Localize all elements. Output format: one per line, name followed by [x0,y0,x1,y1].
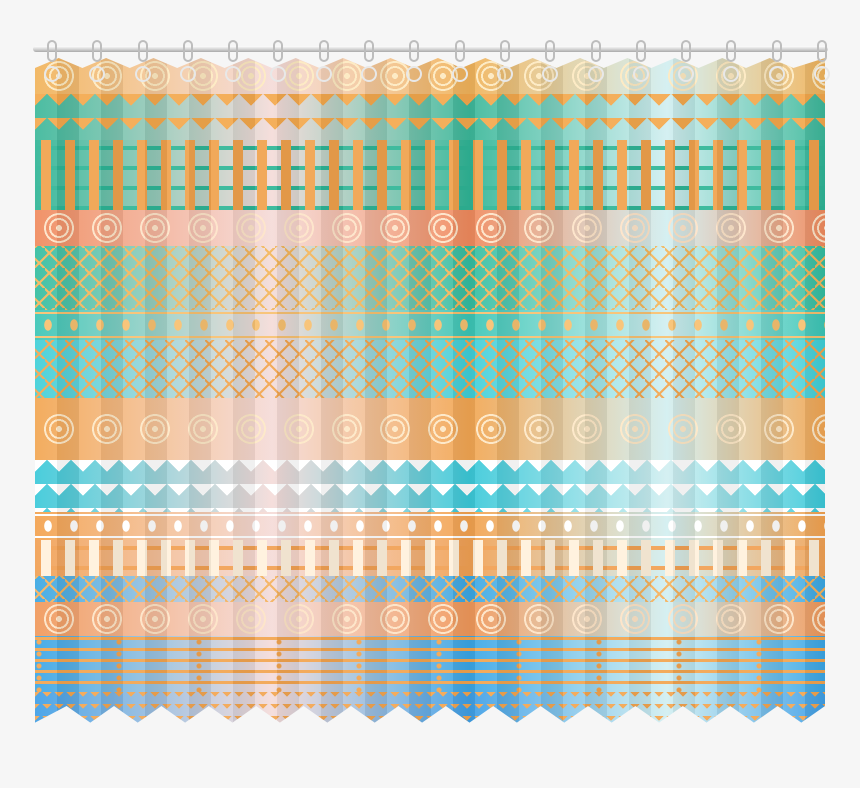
grommet-ring-icon [496,66,513,82]
curtain-hook-icon [137,40,148,62]
pattern-band-circles [35,601,825,636]
curtain-rod [33,46,828,52]
curtain-hook-icon [182,40,193,62]
fabric-fold-shading [35,340,825,398]
curtain-hook-icon [681,40,692,62]
fabric-fold-shading [35,246,825,310]
grommet-ring-icon [179,66,196,82]
curtain-hook-icon [454,40,465,62]
fabric-fold-shading [35,94,825,140]
fabric-fold-shading [35,58,825,94]
curtain-hook-icon [590,40,601,62]
grommet-ring-icon [406,66,423,82]
grommet-ring-icon [44,66,60,82]
grommet-ring-icon [632,66,649,82]
curtain-hook-icon [771,40,782,62]
grommet-ring-icon [542,66,559,82]
grommet-ring-icon [270,66,287,82]
pattern-band-circles [35,210,825,246]
curtain-hook-icon [364,40,375,62]
fabric-fold-shading [35,635,825,692]
pattern-band-zigzag [35,691,825,723]
curtain-hook-icon [499,40,510,62]
fabric-fold-shading [35,511,825,540]
grommet-ring-icon [768,66,785,82]
curtain-fabric [35,58,825,723]
grommet-ring-icon [587,66,604,82]
fabric-fold-shading [35,310,825,340]
grommet-ring-icon [451,66,468,82]
pattern-band-circles [35,58,825,94]
fabric-fold-shading [35,539,825,576]
fabric-fold-shading [35,601,825,636]
grommet-ring-icon [814,66,830,82]
pattern-band-chevrons [35,575,825,602]
fabric-fold-shading [35,575,825,602]
curtain-hook-icon [635,40,646,62]
grommet-ring-icon [361,66,378,82]
curtain-hook-icon [726,40,737,62]
fabric-fold-shading [35,210,825,246]
pattern-band-dashes [35,635,825,692]
fabric-fold-shading [35,691,825,723]
curtain-hook-icon [228,40,239,62]
pattern-band-chevrons [35,246,825,310]
grommet-ring-icon [89,66,106,82]
fabric-fold-shading [35,459,825,512]
curtain-hook-icon [273,40,284,62]
grommet-ring-icon [134,66,151,82]
grommet-ring-icon [678,66,695,82]
curtain-hook-icon [318,40,329,62]
pattern-band-triangles [35,459,825,512]
pattern-band-squares [35,140,825,210]
grommet-ring-icon [225,66,242,82]
fabric-fold-shading [35,140,825,210]
grommet-ring-icon [315,66,332,82]
fabric-fold-shading [35,397,825,460]
curtain-hook-icon [817,40,827,62]
grommet-ring-icon [723,66,740,82]
pattern-band-circles [35,397,825,460]
curtain-hook-icon [92,40,103,62]
pattern-band-squares [35,539,825,576]
pattern-band-chevrons [35,340,825,398]
pattern-band-triangles [35,94,825,140]
curtain-hook-icon [47,40,57,62]
pattern-band-dots [35,511,825,540]
curtain-hook-icon [545,40,556,62]
curtain-hook-icon [409,40,420,62]
pattern-band-dots [35,310,825,340]
